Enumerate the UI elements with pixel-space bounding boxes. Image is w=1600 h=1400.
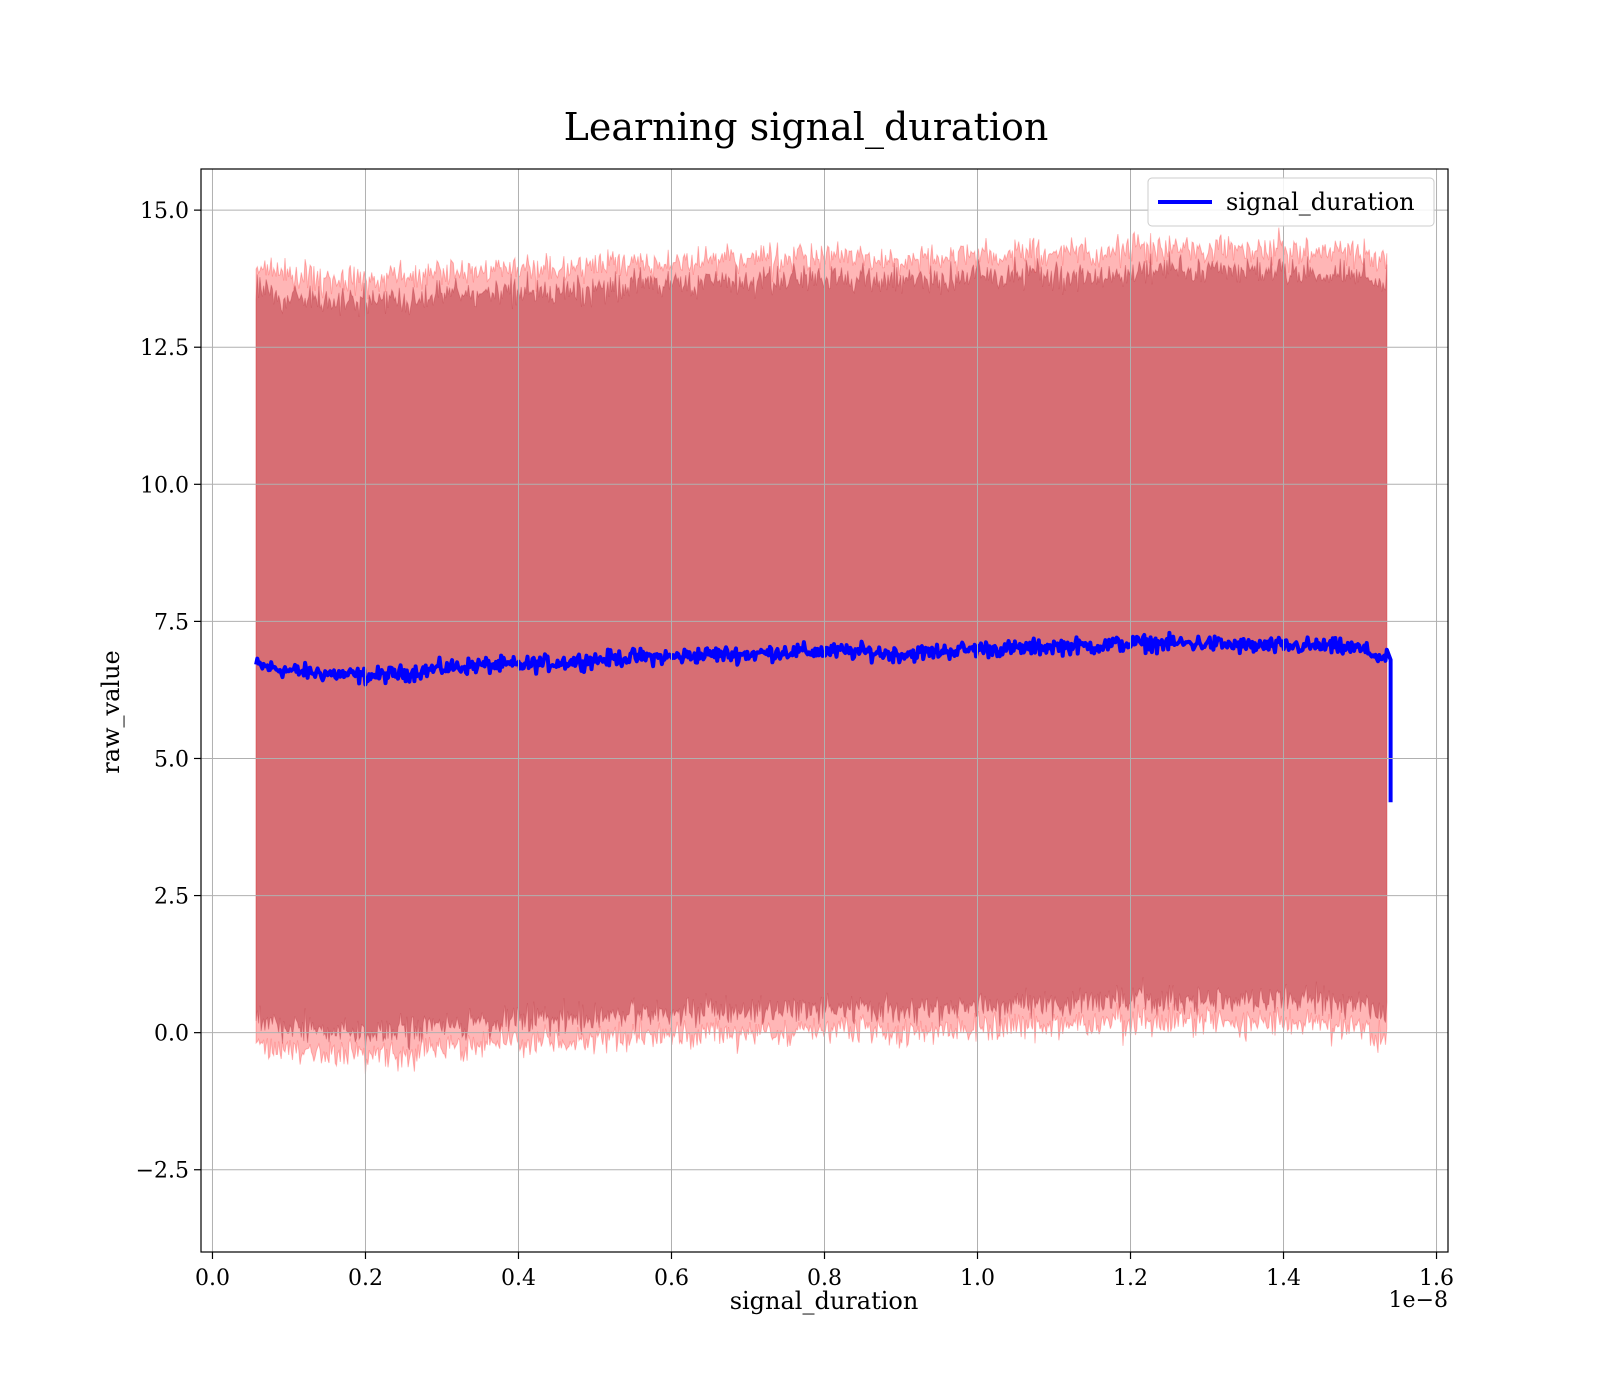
y-tick-label: 7.5 [154, 610, 189, 635]
x-tick-label: 1.6 [1419, 1266, 1454, 1291]
y-tick-label: −2.5 [136, 1159, 189, 1184]
y-tick-label: 12.5 [140, 336, 189, 361]
y-tick-label: 15.0 [140, 199, 189, 224]
y-tick-label: 0.0 [154, 1022, 189, 1047]
x-tick-label: 0.0 [195, 1266, 230, 1291]
x-tick-label: 0.2 [348, 1266, 383, 1291]
x-axis: 0.0 0.2 0.4 0.6 0.8 1.0 1.2 1.4 1.6 [195, 1252, 1454, 1291]
legend-label-signal-duration: signal_duration [1226, 188, 1415, 216]
x-tick-label: 0.4 [501, 1266, 536, 1291]
y-tick-label: 2.5 [154, 885, 189, 910]
legend[interactable]: signal_duration [1147, 177, 1435, 227]
y-tick-label: 10.0 [140, 473, 189, 498]
x-tick-label: 1.0 [960, 1266, 995, 1291]
y-axis: −2.5 0.0 2.5 5.0 7.5 10.0 12.5 15.0 [136, 199, 201, 1184]
x-tick-label: 0.6 [654, 1266, 689, 1291]
grid [201, 169, 1448, 1252]
x-axis-label: signal_duration [730, 1287, 919, 1315]
y-axis-label: raw_value [97, 650, 125, 774]
legend-box [1147, 177, 1435, 227]
plot-frame [200, 168, 1449, 1253]
x-tick-label: 1.2 [1113, 1266, 1148, 1291]
x-tick-label: 0.8 [807, 1266, 842, 1291]
plot-area [254, 227, 1393, 1074]
x-tick-label: 1.4 [1266, 1266, 1301, 1291]
x-axis-offset-label: 1e−8 [1389, 1288, 1448, 1313]
chart-title: Learning signal_duration [564, 105, 1049, 150]
y-tick-label: 5.0 [154, 747, 189, 772]
series-line-signal-duration [254, 630, 1393, 803]
